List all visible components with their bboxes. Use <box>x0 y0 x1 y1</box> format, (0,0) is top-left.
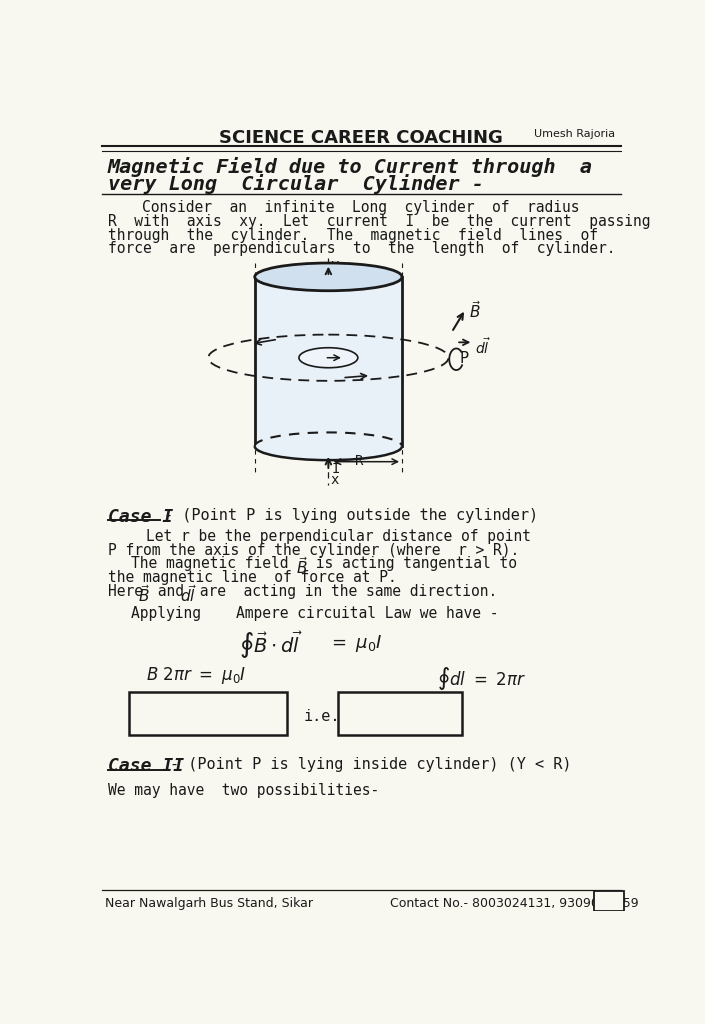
Text: force  are  perpendiculars  to  the  length  of  cylinder.: force are perpendiculars to the length o… <box>107 242 615 256</box>
Text: $\oint dl \ = \ 2\pi r$: $\oint dl \ = \ 2\pi r$ <box>437 665 526 692</box>
Text: Contact No.- 8003024131, 9309068859: Contact No.- 8003024131, 9309068859 <box>391 897 639 910</box>
FancyBboxPatch shape <box>594 891 624 911</box>
Text: r: r <box>330 352 337 366</box>
Text: O: O <box>305 352 313 366</box>
Ellipse shape <box>255 432 402 460</box>
Text: $= \ \mu_0 I$: $= \ \mu_0 I$ <box>329 634 383 654</box>
Text: Case I: Case I <box>107 508 173 526</box>
Text: Let r be the perpendicular distance of point: Let r be the perpendicular distance of p… <box>146 528 532 544</box>
Text: $d\vec{l}$: $d\vec{l}$ <box>180 584 197 605</box>
Text: $\vec{B}$: $\vec{B}$ <box>137 584 150 605</box>
Text: are  acting in the same direction.: are acting in the same direction. <box>191 584 498 599</box>
Text: 26: 26 <box>599 894 619 909</box>
Text: y: y <box>331 258 339 271</box>
FancyBboxPatch shape <box>338 692 462 735</box>
Text: $\vec{B}$: $\vec{B}$ <box>469 300 481 321</box>
Text: R  with  axis  xy.  Let  current  I  be  the  current  passing: R with axis xy. Let current I be the cur… <box>107 214 650 228</box>
Text: x: x <box>331 473 339 487</box>
Text: through  the  cylinder.  The  magnetic  field  lines  of: through the cylinder. The magnetic field… <box>107 227 598 243</box>
Text: p: p <box>345 352 353 366</box>
Text: is acting tangential to: is acting tangential to <box>307 556 517 571</box>
Ellipse shape <box>255 263 402 291</box>
Text: Umesh Rajoria: Umesh Rajoria <box>534 129 615 139</box>
Text: - (Point P is lying outside the cylinder): - (Point P is lying outside the cylinder… <box>164 508 538 523</box>
Text: and: and <box>149 584 192 599</box>
Text: SCIENCE CAREER COACHING: SCIENCE CAREER COACHING <box>219 129 503 147</box>
Text: $\oint \vec{B} \cdot d\vec{l}$: $\oint \vec{B} \cdot d\vec{l}$ <box>239 631 303 662</box>
Polygon shape <box>255 276 402 446</box>
Text: Consider  an  infinite  Long  cylinder  of  radius: Consider an infinite Long cylinder of ra… <box>142 200 580 215</box>
Text: P: P <box>460 351 469 366</box>
Text: - (Point P is lying inside cylinder) (Y < R): - (Point P is lying inside cylinder) (Y … <box>169 758 571 772</box>
Text: the magnetic line  of force at P.: the magnetic line of force at P. <box>107 570 396 586</box>
Text: We may have  two possibilities-: We may have two possibilities- <box>107 782 379 798</box>
Text: I: I <box>331 267 340 282</box>
FancyBboxPatch shape <box>129 692 288 735</box>
Text: $\vec{B}$: $\vec{B}$ <box>296 556 308 578</box>
Text: i.e.: i.e. <box>304 709 340 724</box>
Text: P from the axis of the cylinder (where  r > R).: P from the axis of the cylinder (where r… <box>107 543 519 557</box>
Text: Near Nawalgarh Bus Stand, Sikar: Near Nawalgarh Bus Stand, Sikar <box>105 897 313 910</box>
Text: Magnetic Field due to Current through  a: Magnetic Field due to Current through a <box>107 157 592 177</box>
Text: Applying    Ampere circuital Law we have -: Applying Ampere circuital Law we have - <box>130 605 498 621</box>
Text: very Long  Circular  Cylinder -: very Long Circular Cylinder - <box>107 174 484 195</box>
Text: $B \ = \ \dfrac{\mu_0 I}{2\pi r}$: $B \ = \ \dfrac{\mu_0 I}{2\pi r}$ <box>142 697 221 737</box>
Text: Case II: Case II <box>107 758 183 775</box>
Text: I: I <box>331 462 340 476</box>
Text: $B \ \propto \ \dfrac{1}{r}$: $B \ \propto \ \dfrac{1}{r}$ <box>354 697 411 731</box>
Text: Here: Here <box>107 584 152 599</box>
Text: The magnetic field: The magnetic field <box>130 556 297 571</box>
Text: R: R <box>355 454 364 468</box>
Text: $d\vec{l}$: $d\vec{l}$ <box>475 337 491 356</box>
Text: $B \ 2\pi r \ = \ \mu_0 I$: $B \ 2\pi r \ = \ \mu_0 I$ <box>146 665 247 686</box>
Ellipse shape <box>299 348 358 368</box>
